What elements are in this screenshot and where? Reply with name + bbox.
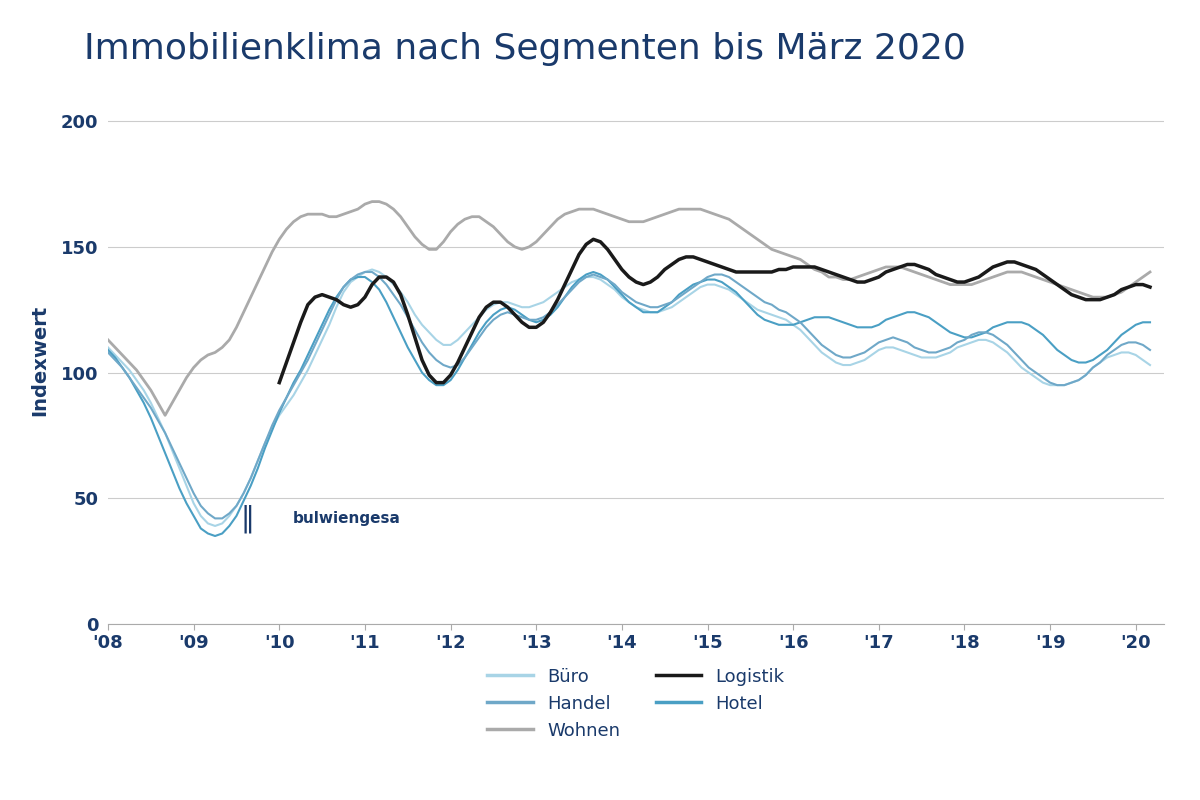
Text: Immobilienklima nach Segmenten bis März 2020: Immobilienklima nach Segmenten bis März …: [84, 32, 966, 66]
Text: bulwiengesa: bulwiengesa: [293, 511, 401, 526]
Legend: Büro, Handel, Wohnen, Logistik, Hotel: Büro, Handel, Wohnen, Logistik, Hotel: [480, 661, 792, 747]
Text: ‖: ‖: [240, 504, 254, 533]
Y-axis label: Indexwert: Indexwert: [31, 304, 49, 416]
